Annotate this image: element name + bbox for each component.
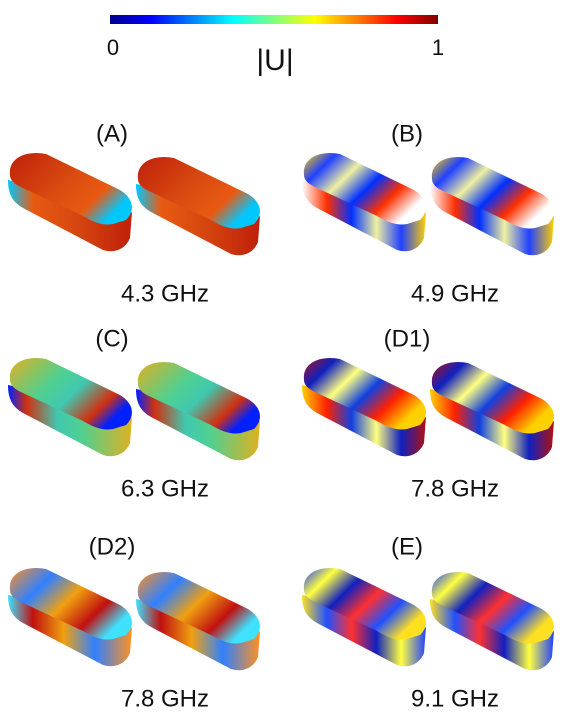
- colorbar-max: 1: [432, 35, 444, 60]
- panel-frequency: 6.3 GHz: [121, 475, 209, 502]
- panel-label: (C): [95, 325, 128, 352]
- panel-label: (D2): [89, 533, 136, 560]
- panel-frequency: 9.1 GHz: [411, 685, 499, 712]
- panel-label: (D1): [384, 325, 431, 352]
- panel-frequency: 7.8 GHz: [121, 685, 209, 712]
- colorbar: [110, 15, 438, 24]
- panel-label: (E): [391, 533, 423, 560]
- panel-frequency: 4.3 GHz: [121, 280, 209, 307]
- panel-label: (A): [96, 120, 128, 147]
- panel-frequency: 4.9 GHz: [411, 280, 499, 307]
- figure: 0 1 |U| (A) 4.3 GHz (B) 4.9 GHz (C) 6.3 GHz (D…: [0, 0, 564, 716]
- panel-frequency: 7.8 GHz: [411, 475, 499, 502]
- panel-label: (B): [391, 120, 423, 147]
- colorbar-label: |U|: [256, 44, 293, 77]
- colorbar-min: 0: [107, 35, 119, 60]
